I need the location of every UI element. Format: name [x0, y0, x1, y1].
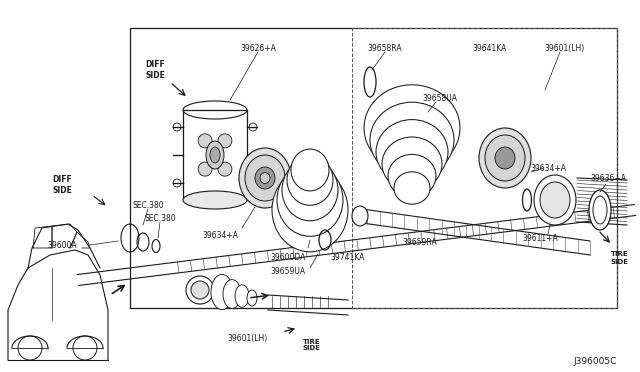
Ellipse shape	[218, 134, 232, 148]
Ellipse shape	[183, 191, 247, 209]
Ellipse shape	[191, 281, 209, 299]
Circle shape	[250, 162, 260, 172]
Ellipse shape	[255, 167, 275, 189]
Text: 39659UA: 39659UA	[271, 267, 305, 276]
Circle shape	[173, 179, 181, 187]
Text: 39600DA: 39600DA	[270, 253, 306, 263]
Circle shape	[488, 161, 498, 171]
Ellipse shape	[291, 149, 329, 191]
Circle shape	[173, 123, 181, 131]
Circle shape	[73, 336, 97, 360]
Text: 39634+A: 39634+A	[530, 164, 566, 173]
Text: 39636+A: 39636+A	[590, 173, 626, 183]
Ellipse shape	[239, 148, 291, 208]
Ellipse shape	[394, 172, 430, 204]
Text: 39601(LH): 39601(LH)	[228, 334, 268, 343]
Ellipse shape	[589, 190, 611, 230]
Ellipse shape	[376, 120, 448, 185]
Ellipse shape	[382, 137, 442, 191]
Text: 39658UA: 39658UA	[422, 93, 458, 103]
Text: 39741KA: 39741KA	[331, 253, 365, 263]
Text: DIFF
SIDE: DIFF SIDE	[52, 175, 72, 195]
Ellipse shape	[218, 162, 232, 176]
Ellipse shape	[235, 285, 249, 307]
Circle shape	[18, 336, 42, 360]
Ellipse shape	[370, 102, 454, 178]
Circle shape	[249, 179, 257, 187]
Circle shape	[270, 162, 280, 172]
Ellipse shape	[198, 134, 212, 148]
Circle shape	[270, 184, 280, 194]
Circle shape	[249, 123, 257, 131]
Text: TIRE
SIDE: TIRE SIDE	[611, 251, 629, 264]
Ellipse shape	[287, 155, 333, 205]
Text: 39600A: 39600A	[47, 241, 77, 250]
Ellipse shape	[210, 147, 220, 163]
Text: 39626+A: 39626+A	[240, 44, 276, 52]
Ellipse shape	[364, 85, 460, 171]
Ellipse shape	[479, 128, 531, 188]
Ellipse shape	[277, 164, 343, 236]
Circle shape	[500, 137, 510, 147]
Text: 39634+A: 39634+A	[202, 231, 238, 240]
Ellipse shape	[245, 155, 285, 201]
Text: J396005C: J396005C	[573, 357, 617, 366]
Ellipse shape	[282, 159, 338, 221]
Ellipse shape	[186, 276, 214, 304]
Text: 39641KA: 39641KA	[473, 44, 507, 52]
Text: 39659RA: 39659RA	[403, 237, 437, 247]
Ellipse shape	[223, 280, 241, 308]
Text: SEC.380: SEC.380	[144, 214, 176, 222]
Text: SEC.380: SEC.380	[132, 201, 164, 209]
Ellipse shape	[485, 135, 525, 181]
Text: TIRE
SIDE: TIRE SIDE	[303, 339, 321, 352]
Text: 39601(LH): 39601(LH)	[545, 44, 585, 52]
Ellipse shape	[352, 206, 368, 226]
Ellipse shape	[540, 182, 570, 218]
Circle shape	[512, 161, 522, 171]
Ellipse shape	[211, 275, 233, 310]
Ellipse shape	[534, 175, 576, 225]
Ellipse shape	[247, 290, 257, 306]
Ellipse shape	[495, 147, 515, 169]
Ellipse shape	[198, 162, 212, 176]
Text: DIFF
SIDE: DIFF SIDE	[145, 60, 165, 80]
Ellipse shape	[260, 173, 270, 183]
Text: 39611+A: 39611+A	[522, 234, 558, 243]
Ellipse shape	[272, 168, 348, 252]
Ellipse shape	[206, 141, 224, 169]
Ellipse shape	[388, 154, 436, 198]
Circle shape	[250, 184, 260, 194]
Text: 39658RA: 39658RA	[368, 44, 403, 52]
